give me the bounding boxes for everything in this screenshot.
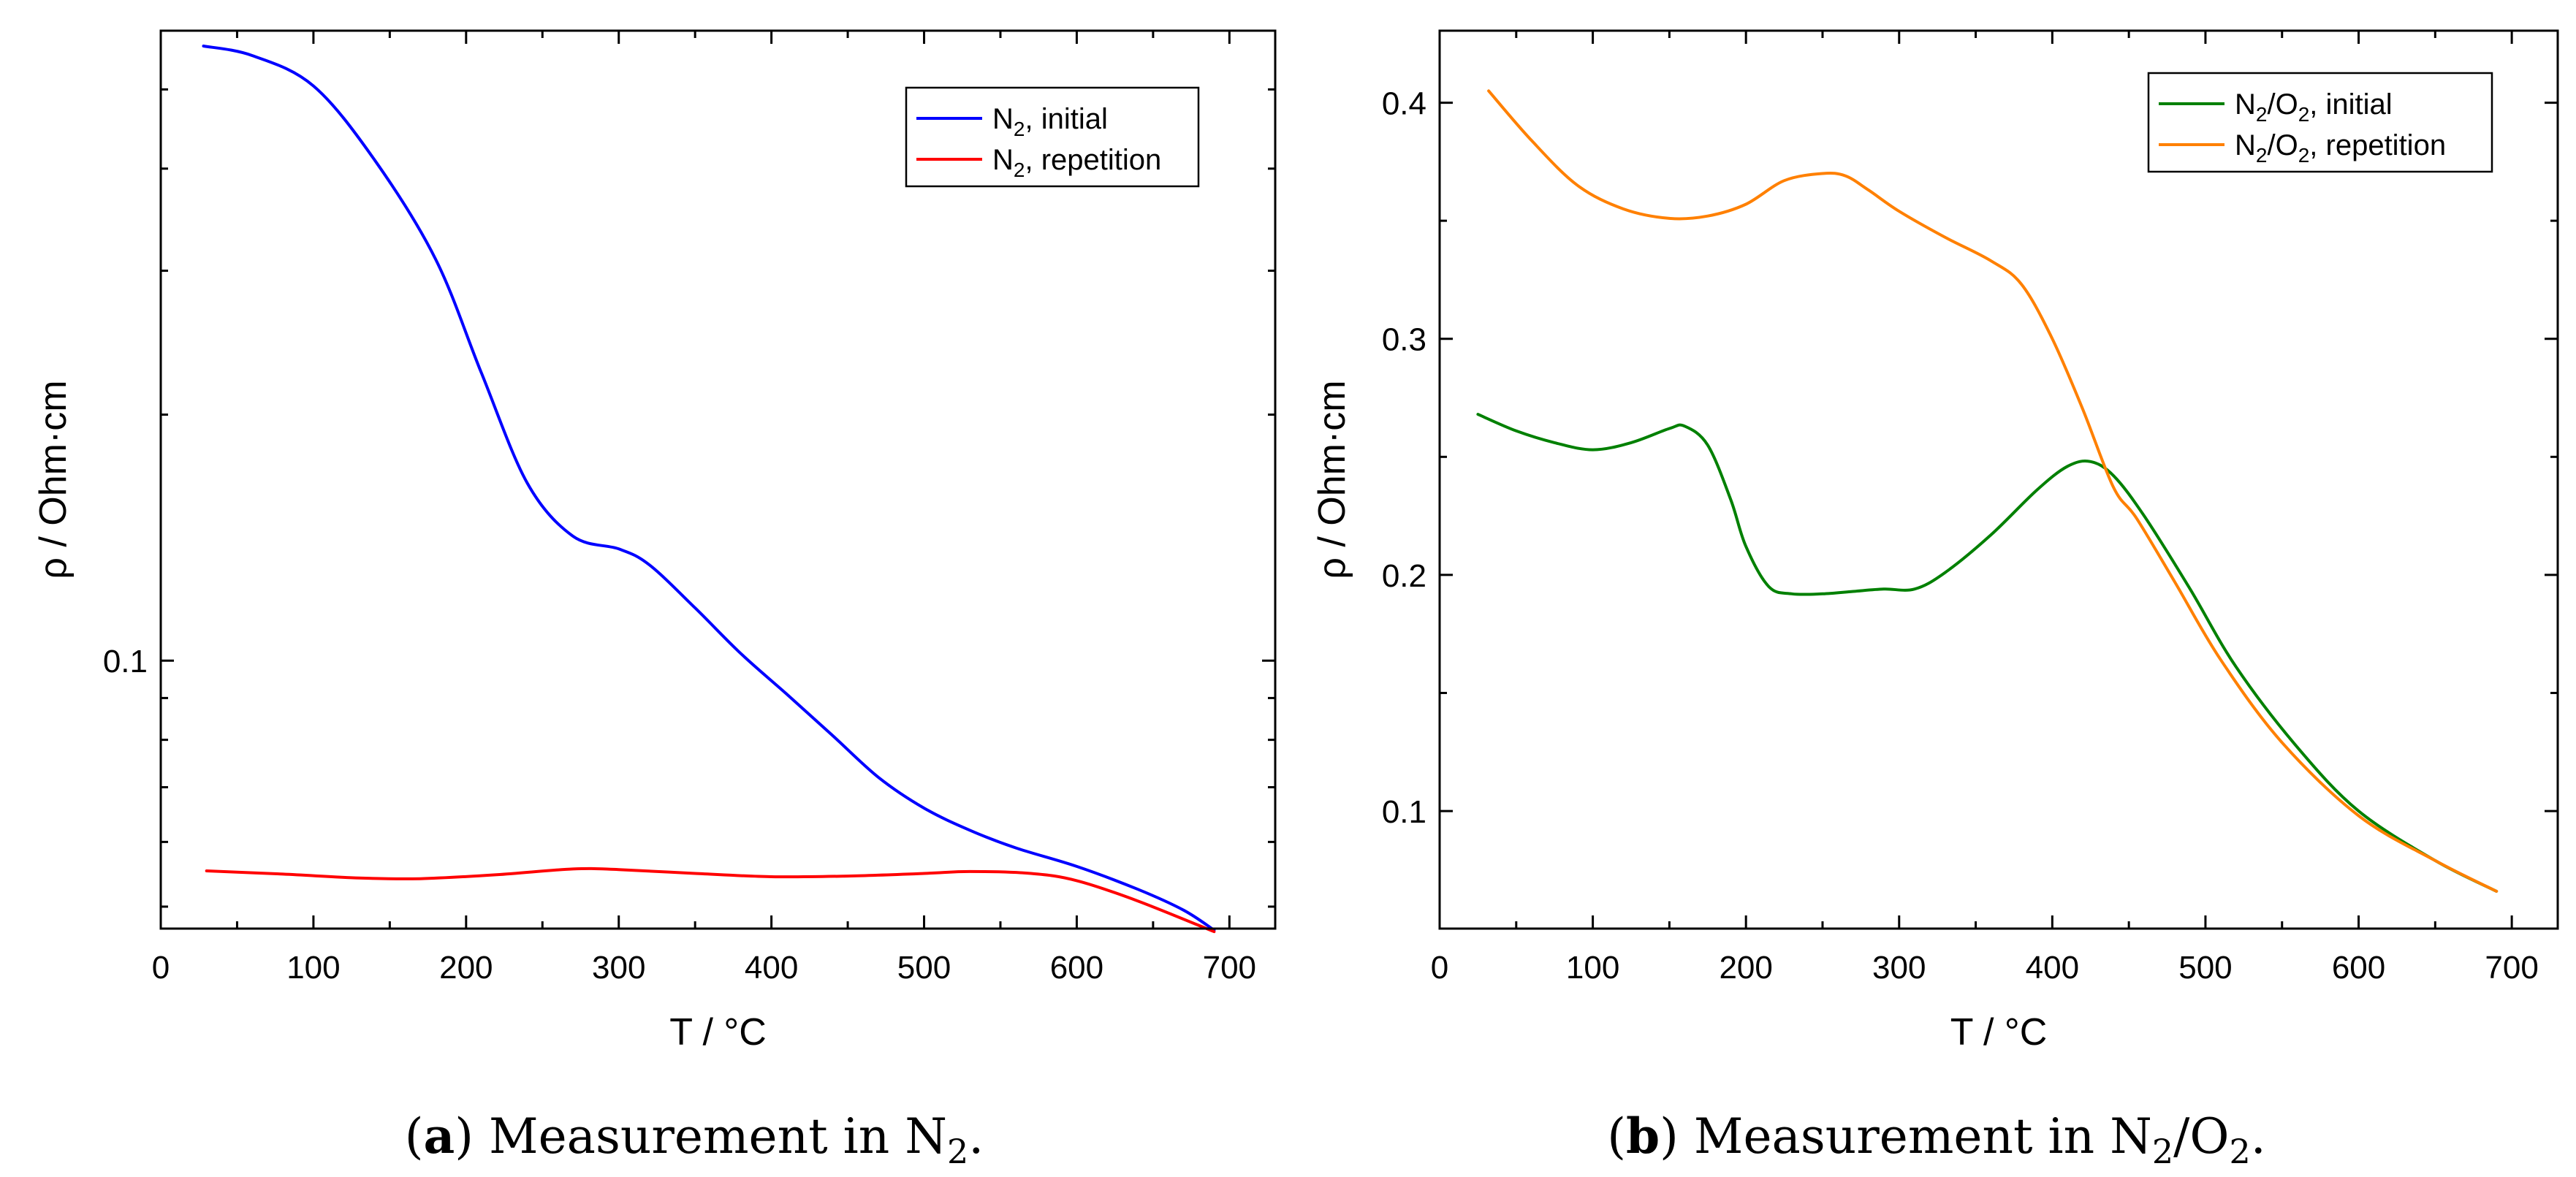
x-tick-label: 500 bbox=[2178, 950, 2232, 986]
panel-b-series-0-line bbox=[1476, 413, 2499, 893]
panel-b-series bbox=[1476, 89, 2499, 893]
panel-b-x-tick-labels: 0 100 200 300 400 500 600 700 bbox=[1431, 950, 2539, 986]
x-tick-label: 600 bbox=[2332, 950, 2385, 986]
x-tick-label: 400 bbox=[745, 950, 798, 986]
legend-entry: N2, repetition bbox=[992, 144, 1161, 181]
y-tick-label: 0.4 bbox=[1382, 86, 1426, 122]
legend-entry: N2/O2, initial bbox=[2235, 88, 2393, 126]
panel-a-y-tick-labels: 0.1 bbox=[103, 644, 148, 679]
panel-b: 0 100 200 300 400 500 600 700 0.1 0.2 0.3 0.4 T / … bbox=[1311, 29, 2559, 1171]
panel-b-series-1-line bbox=[1487, 89, 2499, 893]
panel-a: 0 100 200 300 400 500 600 700 0.1 T / °C ρ / Oh… bbox=[32, 29, 1277, 1171]
x-tick-label: 600 bbox=[1050, 950, 1103, 986]
panel-a-series-0-line bbox=[202, 45, 1216, 932]
y-tick-label: 0.1 bbox=[1382, 794, 1426, 830]
panel-a-x-axis-label: T / °C bbox=[669, 1011, 767, 1054]
x-tick-label: 100 bbox=[1566, 950, 1619, 986]
panel-a-plot-frame bbox=[159, 29, 1277, 930]
x-tick-label: 500 bbox=[897, 950, 951, 986]
x-tick-label: 0 bbox=[152, 950, 170, 986]
x-tick-label: 300 bbox=[592, 950, 645, 986]
panel-a-y-axis-label: ρ / Ohm·cm bbox=[32, 380, 75, 579]
panel-a-caption: (a) Measurement in N2. bbox=[405, 1108, 984, 1171]
panel-b-plot-frame bbox=[1438, 29, 2559, 930]
y-tick-label: 0.1 bbox=[103, 644, 148, 679]
x-tick-label: 200 bbox=[439, 950, 493, 986]
x-tick-label: 300 bbox=[1872, 950, 1926, 986]
x-tick-label: 700 bbox=[2485, 950, 2538, 986]
panel-a-series-1-line bbox=[205, 866, 1216, 934]
y-tick-label: 0.2 bbox=[1382, 558, 1426, 594]
panel-a-series bbox=[202, 45, 1216, 934]
panel-a-ticks bbox=[159, 31, 1275, 929]
legend-box bbox=[905, 86, 1200, 188]
panel-b-y-tick-labels: 0.1 0.2 0.3 0.4 bbox=[1382, 86, 1426, 830]
x-tick-label: 200 bbox=[1719, 950, 1772, 986]
panel-b-caption: (b) Measurement in N2/O2. bbox=[1607, 1108, 2266, 1171]
legend-box bbox=[2147, 72, 2493, 173]
x-tick-label: 700 bbox=[1203, 950, 1256, 986]
legend-entry: N2/O2, repetition bbox=[2235, 129, 2446, 167]
panel-a-x-tick-labels: 0 100 200 300 400 500 600 700 bbox=[152, 950, 1256, 986]
panel-b-x-axis-label: T / °C bbox=[1950, 1011, 2048, 1054]
panel-b-ticks bbox=[1438, 31, 2558, 929]
panel-a-legend: N2, initial N2, repetition bbox=[905, 86, 1200, 188]
x-tick-label: 100 bbox=[286, 950, 340, 986]
x-tick-label: 400 bbox=[2026, 950, 2079, 986]
y-tick-label: 0.3 bbox=[1382, 322, 1426, 358]
legend-entry: N2, initial bbox=[992, 103, 1108, 140]
panel-b-y-axis-label: ρ / Ohm·cm bbox=[1311, 380, 1353, 579]
x-tick-label: 0 bbox=[1431, 950, 1448, 986]
